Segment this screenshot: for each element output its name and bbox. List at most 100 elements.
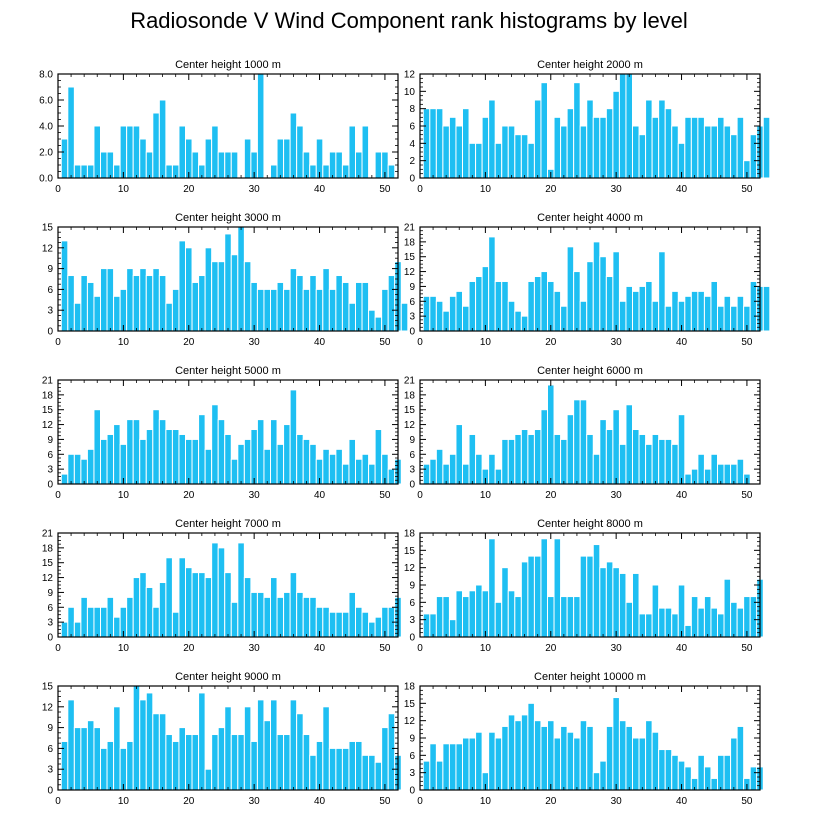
bar (573, 399, 581, 485)
bar (315, 288, 324, 332)
y-tick-label: 10 (404, 87, 416, 98)
y-tick-label: 12 (404, 716, 416, 727)
bar (361, 611, 370, 638)
x-tick-label: 0 (417, 796, 423, 807)
bar (100, 151, 108, 179)
bar (302, 734, 311, 791)
bar (560, 438, 568, 485)
bar (361, 125, 370, 179)
bar (488, 731, 496, 791)
bar (289, 389, 298, 485)
bar (341, 281, 350, 332)
bar (690, 116, 699, 179)
x-tick-label: 40 (676, 337, 688, 348)
bar (514, 433, 522, 485)
x-tick-label: 40 (314, 337, 326, 348)
bar (422, 760, 431, 791)
bar (527, 702, 535, 791)
bar (481, 590, 490, 638)
x-tick-label: 50 (741, 184, 753, 195)
bar (355, 458, 363, 485)
bar (145, 151, 154, 179)
y-tick-label: 6 (409, 450, 415, 461)
bar (198, 275, 206, 332)
bar (533, 99, 542, 179)
bar (86, 606, 95, 638)
x-tick-label: 20 (545, 796, 557, 807)
bar (355, 281, 363, 332)
bar (618, 73, 627, 179)
bar (527, 433, 535, 485)
x-tick-label: 50 (379, 337, 391, 348)
bar (302, 151, 311, 179)
y-tick-label: 12 (42, 702, 54, 713)
bar (540, 82, 549, 179)
bar (501, 125, 509, 179)
bar (677, 414, 686, 485)
bar (605, 108, 614, 179)
bar (93, 727, 101, 791)
bar (710, 125, 719, 179)
panel-title: Center height 10000 m (534, 671, 646, 683)
panel-4: Center height 4000 m 0 3 6 9 12 15 18 21 0 10 20 30 4… (404, 212, 771, 348)
bar (86, 164, 95, 179)
bar (256, 419, 265, 485)
bar (527, 142, 535, 179)
bar (651, 300, 660, 332)
y-tick-label: 12 (404, 267, 416, 278)
bar (632, 290, 640, 332)
bar (553, 433, 562, 485)
bar (230, 458, 239, 485)
bar (296, 275, 304, 332)
bar (126, 268, 134, 332)
bar (302, 596, 311, 638)
x-tick-label: 0 (55, 490, 61, 501)
bar (270, 164, 278, 179)
y-tick-label: 21 (42, 529, 54, 540)
bar (429, 743, 437, 791)
bar (309, 596, 317, 638)
bar (625, 285, 634, 332)
bar (230, 151, 239, 179)
bar (158, 419, 167, 485)
bar (599, 419, 607, 485)
bar (165, 429, 173, 485)
y-tick-label: 0 (47, 786, 53, 797)
bar (599, 256, 607, 332)
bar (119, 288, 128, 332)
bar (198, 692, 206, 791)
y-tick-label: 18 (404, 529, 416, 540)
bar (592, 116, 601, 179)
bar (645, 99, 653, 179)
x-tick-label: 0 (55, 643, 61, 654)
bar (690, 290, 699, 332)
bar (475, 584, 483, 638)
bar (697, 607, 705, 638)
bar (475, 142, 483, 179)
bar (400, 302, 409, 332)
bar (374, 429, 383, 485)
bar (762, 116, 771, 179)
bar (540, 725, 549, 791)
bar (100, 438, 108, 485)
bar (540, 271, 549, 332)
bar (113, 295, 121, 332)
bar (762, 285, 771, 332)
figure-title: Radiosonde V Wind Component rank histogr… (130, 8, 688, 33)
x-tick-label: 20 (545, 643, 557, 654)
bar (560, 725, 568, 791)
x-tick-label: 30 (249, 184, 261, 195)
y-tick-label: 0 (47, 633, 53, 644)
y-tick-label: 12 (42, 243, 54, 254)
bar (520, 429, 529, 485)
bar (645, 443, 653, 485)
bar (736, 607, 745, 638)
panel-title: Center height 5000 m (175, 365, 281, 377)
y-tick-label: 6 (409, 751, 415, 762)
bar (361, 453, 370, 485)
bar (132, 577, 141, 638)
bar (152, 409, 160, 485)
bar (139, 438, 147, 485)
bar (684, 624, 692, 638)
x-tick-label: 10 (118, 796, 130, 807)
